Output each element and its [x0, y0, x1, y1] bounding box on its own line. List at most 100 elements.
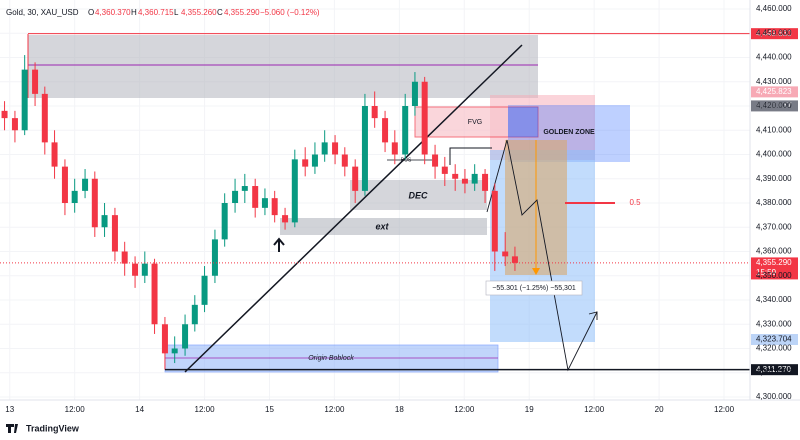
candle-body — [411, 81, 418, 106]
candle-body — [191, 304, 198, 325]
candle-body — [282, 215, 289, 223]
candle-body — [321, 142, 328, 155]
candles — [1, 55, 518, 370]
drawings: FVG GOLDEN ZONE DEC ext Origin Boblock B… — [27, 34, 641, 373]
golden-zone-label: GOLDEN ZONE — [543, 129, 595, 136]
symbol-title: Gold, 30, XAU_USD — [6, 8, 79, 17]
candle-body — [211, 239, 218, 276]
y-tick-label: 4,450.000 — [756, 28, 792, 37]
up-arrow — [273, 237, 285, 252]
candle-body — [132, 263, 139, 276]
candle-body — [511, 256, 518, 263]
candle-body — [382, 118, 389, 143]
candle-body — [61, 166, 68, 203]
price-tag — [751, 100, 798, 112]
y-tick-label: 4,350.000 — [756, 271, 792, 280]
legend-value: 4,360.715 — [138, 8, 174, 17]
candle-body — [271, 198, 278, 216]
measure-arrow — [532, 268, 540, 275]
price-tag — [751, 257, 798, 280]
fvg-label: FVG — [468, 119, 482, 126]
x-tick-label: 20 — [655, 405, 664, 414]
candle-body — [11, 118, 18, 131]
candle-body — [432, 154, 439, 167]
candle-body — [261, 198, 268, 208]
candle-body — [461, 178, 468, 184]
candle-body — [241, 186, 248, 191]
y-tick-label: 4,330.000 — [756, 319, 792, 328]
ext-label: ext — [375, 221, 389, 231]
x-tick-label: 12:00 — [195, 405, 216, 414]
x-tick-label: 15 — [265, 405, 274, 414]
price-tag-label: 4,420.037 — [756, 101, 792, 110]
candle-body — [252, 186, 259, 208]
y-tick-label: 4,360.000 — [756, 247, 792, 256]
candle-body — [402, 106, 409, 155]
fib-label: 0.5 — [629, 198, 641, 207]
y-tick-label: 4,430.000 — [756, 77, 792, 86]
legend-value: 4,355.290 — [224, 8, 260, 17]
candle-body — [491, 190, 498, 252]
logo — [6, 424, 18, 433]
candle-body — [161, 324, 168, 354]
y-tick-label: 4,370.000 — [756, 222, 792, 231]
x-tick-label: 12:00 — [454, 405, 475, 414]
supply-zone — [28, 35, 538, 98]
candle-body — [21, 69, 28, 131]
candle-body — [441, 166, 448, 174]
candle-body — [182, 324, 189, 349]
ohlc-legend: O 4,360.370 H 4,360.715 L 4,355.260 C 4,355.290… — [88, 8, 320, 17]
fvg-box — [414, 106, 539, 138]
dec-box — [350, 180, 487, 210]
candle-body — [341, 154, 348, 167]
price-tag-label: 4,311.270 — [756, 365, 792, 374]
projection — [486, 139, 598, 372]
candle-body — [82, 178, 89, 191]
candle-body — [101, 215, 108, 228]
candle-body — [91, 178, 98, 228]
legend-value: 4,355.260 — [181, 8, 217, 17]
candle-body — [371, 106, 378, 119]
candle-body — [391, 142, 398, 155]
legend-change: −5.060 (−0.12%) — [260, 8, 320, 17]
step-line — [449, 147, 492, 165]
candle-body — [452, 173, 459, 179]
price-tag — [751, 86, 798, 98]
candle-body — [151, 263, 158, 325]
candle-body — [41, 93, 48, 143]
candle-body — [71, 190, 78, 203]
candle-body — [32, 69, 39, 94]
dec-label: DEC — [408, 190, 428, 200]
candle-body — [502, 251, 509, 257]
candle-body — [141, 263, 148, 276]
x-tick-label: 19 — [525, 405, 534, 414]
candle-body — [1, 110, 8, 119]
y-tick-label: 4,300.000 — [756, 392, 792, 401]
y-tick-label: 4,380.000 — [756, 198, 792, 207]
legend-key: C — [217, 8, 223, 17]
y-tick-label: 4,310.000 — [756, 368, 792, 377]
candle-body — [111, 215, 118, 252]
candle-body — [471, 173, 478, 184]
watermark: TradingView — [26, 423, 80, 433]
candle-body — [121, 251, 128, 264]
golden-zone-core — [508, 107, 538, 137]
projection-arrow — [588, 311, 598, 320]
axes: 4,300.000 4,310.000 4,320.000 4,330.000 4,34… — [5, 4, 792, 414]
price-tag — [751, 28, 798, 40]
y-tick-label: 4,460.000 — [756, 4, 792, 13]
price-tag-label: 4,323.704 — [756, 335, 792, 344]
x-tick-label: 12:00 — [324, 405, 345, 414]
y-tick-label: 4,320.000 — [756, 344, 792, 353]
y-tick-label: 4,410.000 — [756, 125, 792, 134]
origin-box — [164, 344, 499, 373]
price-tag — [751, 334, 798, 346]
candle-body — [361, 106, 368, 191]
candle-body — [311, 154, 318, 167]
candle-body — [421, 81, 428, 155]
candle-body — [302, 159, 309, 167]
x-tick-label: 12:00 — [65, 405, 86, 414]
legend-value: 4,360.370 — [95, 8, 131, 17]
ext-box — [280, 218, 487, 235]
